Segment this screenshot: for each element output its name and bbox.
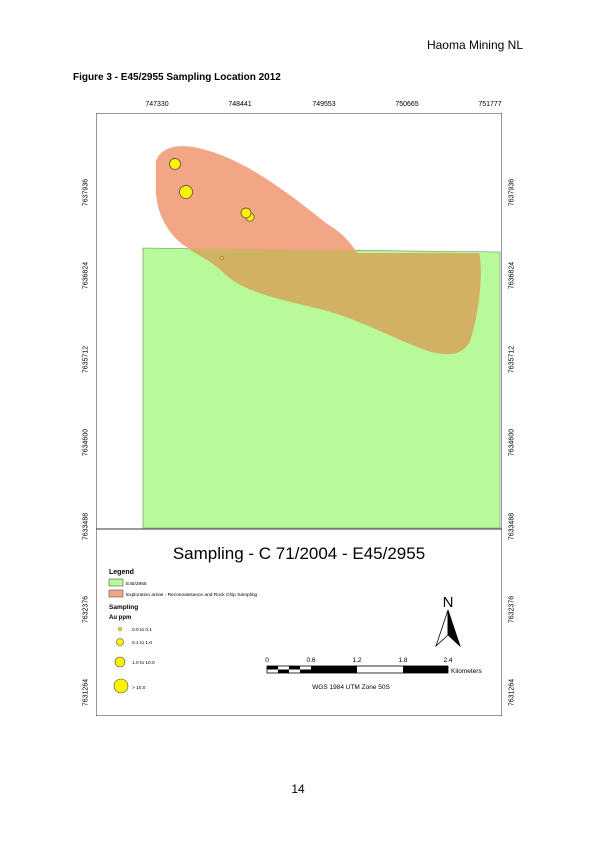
y-tick-right: 7633488 [508,512,516,541]
map-title: Sampling - C 71/2004 - E45/2955 [173,544,425,563]
legend-sampling-title: Sampling [109,604,138,611]
sample-point [169,158,181,170]
legend-sample-symbol-1 [116,638,124,646]
projection-label: WGS 1984 UTM Zone 50S [312,684,390,691]
legend-unit: Au ppm [109,615,131,621]
y-tick-right: 7637936 [508,178,516,207]
legend-tenement-swatch [108,578,124,587]
sample-point [240,207,252,219]
legend-sample-symbol-2 [114,656,126,668]
scale-bar [266,665,449,674]
y-tick-right: 7631264 [508,678,516,707]
x-tick: 749553 [312,101,336,108]
scale-label-3: 1.8 [398,657,407,664]
scale-label-4: 2.4 [443,657,452,664]
y-tick-left: 7633488 [82,512,90,541]
legend-tenement-label: E45/2955 [126,581,147,587]
legend-sample-symbol-3 [113,678,129,694]
legend-exploration-swatch [108,589,124,598]
legend-exploration-label: Exploration areas - Reconnaissance and R… [126,592,258,598]
y-tick-left: 7637936 [82,178,90,207]
scale-label-2: 1.2 [352,657,361,664]
x-tick: 748441 [228,101,252,108]
legend-class-2: 1.0 to 10.0 [132,660,155,666]
y-tick-left: 7635712 [82,345,90,374]
legend-class-3: > 10.0 [132,685,146,691]
overlap-area [156,248,481,355]
north-label: N [443,594,454,611]
legend-title: Legend [109,569,134,576]
y-tick-left: 7636824 [82,261,90,290]
north-arrow-icon [435,609,461,648]
sample-point [179,185,193,199]
y-tick-left: 7631264 [82,678,90,707]
x-tick: 747330 [145,101,169,108]
legend-sample-symbol-0 [118,627,122,631]
figure-caption: Figure 3 - E45/2955 Sampling Location 20… [73,72,281,83]
legend-class-1: 0.1 to 1.0 [132,640,152,646]
x-tick: 750665 [395,101,419,108]
page-number: 14 [291,782,305,796]
map-frame: Sampling - C 71/2004 - E45/2955 Legend E… [96,113,502,716]
sample-point [220,256,224,260]
y-tick-right: 7634600 [508,428,516,457]
scale-unit: Kilometers [451,668,482,675]
y-tick-right: 7635712 [508,345,516,374]
scale-label-1: 0.6 [306,657,315,664]
y-tick-right: 7636824 [508,261,516,290]
legend-class-0: 0.0 to 0.1 [132,627,152,633]
x-tick: 751777 [478,101,502,108]
y-tick-left: 7634600 [82,428,90,457]
scale-label-0: 0 [265,657,269,664]
header-company: Haoma Mining NL [426,38,523,52]
y-tick-left: 7632376 [82,595,90,624]
y-tick-right: 7632376 [508,595,516,624]
